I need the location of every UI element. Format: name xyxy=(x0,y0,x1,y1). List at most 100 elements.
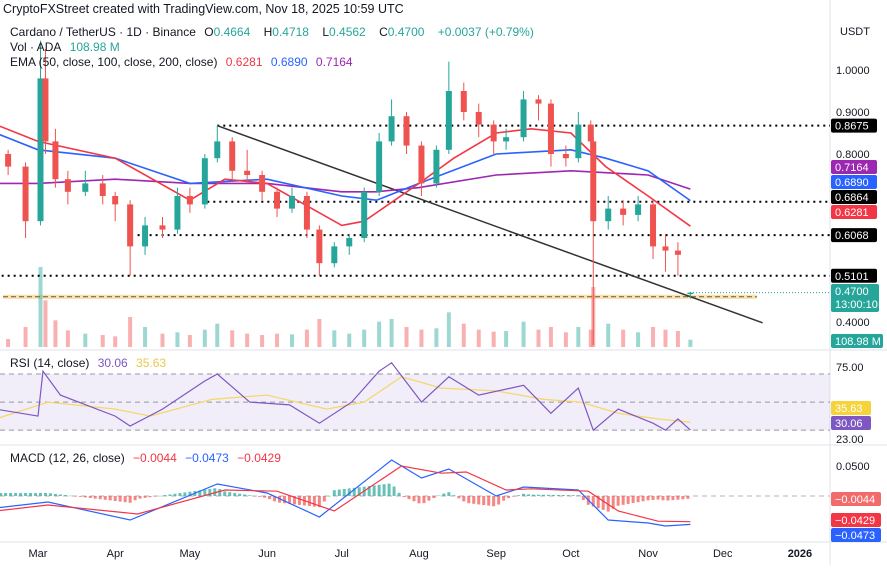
candle xyxy=(229,141,236,171)
macd-histogram-bar xyxy=(248,495,252,496)
level-tag-0.6068: 0.6068 xyxy=(831,228,877,243)
level-tag-0.6864: 0.6864 xyxy=(831,190,877,204)
volume-label[interactable]: Vol · ADA xyxy=(10,40,62,54)
macd-histogram-bar xyxy=(472,496,476,504)
level-tag-0.8675-bg xyxy=(831,118,877,133)
macd-histogram-bar xyxy=(312,496,316,507)
symbol-legend: Cardano / TetherUS · 1D · Binance O0.466… xyxy=(10,25,534,39)
volume-bar xyxy=(548,327,553,347)
macd-histogram-bar xyxy=(402,496,406,498)
volume-bar xyxy=(419,329,424,347)
macd-histogram-bar xyxy=(626,496,630,504)
candle xyxy=(331,246,338,264)
candle xyxy=(259,175,266,192)
macd-histogram-bar xyxy=(457,496,461,499)
macd-histogram-bar xyxy=(656,496,660,500)
candle xyxy=(687,292,694,295)
volume-bar xyxy=(6,339,11,347)
volume-bar xyxy=(636,332,641,347)
macd-histogram-bar xyxy=(58,494,62,496)
macd-histogram-bar xyxy=(546,494,550,496)
rsi-legend: RSI (14, close) 30.06 35.63 xyxy=(10,356,171,370)
macd-histogram-bar xyxy=(138,496,142,499)
macd-histogram-bar xyxy=(452,495,456,496)
macd-histogram-bar xyxy=(541,494,545,496)
macd-histogram-bar xyxy=(243,494,247,496)
ema50-value: 0.6281 xyxy=(225,55,263,69)
macd-line xyxy=(0,459,691,527)
macd-histogram-bar xyxy=(417,496,421,504)
macd-signal-value: −0.0429 xyxy=(237,451,281,465)
macd-histogram-bar xyxy=(123,496,127,503)
volume-bar xyxy=(289,334,294,347)
macd-label[interactable]: MACD (12, 26, close) xyxy=(10,451,125,465)
level-tag-0.6068-bg xyxy=(831,228,877,243)
currency-button[interactable]: USDT xyxy=(840,26,870,38)
macd-histogram-bar xyxy=(422,496,426,504)
price-axis-tick: 1.0000 xyxy=(836,65,870,77)
macd-histogram-bar xyxy=(38,493,42,496)
macd-histogram-bar xyxy=(407,496,411,500)
macd-histogram-bar xyxy=(228,492,232,496)
macd-signal-tag-text: −0.0429 xyxy=(835,515,875,527)
level-tag-0.8675: 0.8675 xyxy=(831,118,877,133)
candle xyxy=(662,246,669,251)
chart-credit: CryptoFXStreet created with TradingView.… xyxy=(3,2,404,16)
macd-tag: −0.0473 xyxy=(831,528,881,542)
macd-legend: MACD (12, 26, close) −0.0044 −0.0473 −0.… xyxy=(10,451,286,465)
ema100-tag: 0.6890 xyxy=(831,175,877,189)
level-tag-0.6864-text: 0.6864 xyxy=(835,192,869,204)
macd-histogram-bar xyxy=(556,494,560,496)
rsi-ma-tag-bg xyxy=(831,401,871,415)
candle xyxy=(562,154,569,159)
symbol-name[interactable]: Cardano / TetherUS · 1D · Binance xyxy=(10,25,196,39)
volume-bar xyxy=(128,317,133,347)
macd-hist-tag-text: −0.0044 xyxy=(835,494,875,506)
ema-label[interactable]: EMA (50, close, 100, close, 200, close) xyxy=(10,55,218,69)
ema100-tag-text: 0.6890 xyxy=(835,177,869,189)
macd-histogram-bar xyxy=(83,496,87,498)
rsi-tag: 30.06 xyxy=(831,416,871,430)
macd-histogram-bar xyxy=(19,493,23,496)
volume-bar xyxy=(215,323,220,347)
candle xyxy=(535,99,542,104)
macd-histogram-bar xyxy=(532,494,536,496)
macd-signal-tag: −0.0429 xyxy=(831,513,881,527)
rsi-line xyxy=(0,361,691,432)
macd-histogram-bar xyxy=(337,489,341,496)
level-tag-0.5101: 0.5101 xyxy=(831,268,877,283)
rsi-label[interactable]: RSI (14, close) xyxy=(10,356,90,370)
volume-bar xyxy=(202,329,207,347)
candle xyxy=(475,112,482,125)
volume-bar xyxy=(504,331,509,347)
volume-bar xyxy=(38,267,43,347)
macd-histogram-bar xyxy=(671,496,675,501)
macd-histogram-bar xyxy=(591,496,595,507)
macd-histogram-bar xyxy=(666,496,670,501)
ema200-tag-text: 0.7164 xyxy=(835,162,869,174)
macd-histogram-bar xyxy=(616,496,620,506)
candle xyxy=(288,196,295,209)
volume-bar xyxy=(461,323,466,347)
macd-histogram-bar xyxy=(168,494,172,496)
macd-histogram-bar xyxy=(118,496,122,502)
macd-histogram-bar xyxy=(258,496,262,497)
price-axis-tick: 0.9000 xyxy=(836,107,870,119)
time-axis-tick: Jun xyxy=(258,548,276,560)
volume-bar xyxy=(332,330,337,347)
macd-histogram-bar xyxy=(198,490,202,496)
macd-histogram-bar xyxy=(173,493,177,496)
rsi-ma-line xyxy=(0,376,691,423)
macd-histogram-bar xyxy=(527,494,531,496)
macd-histogram-bar xyxy=(73,496,77,497)
candle xyxy=(186,196,193,205)
candle xyxy=(159,225,166,230)
volume-bar xyxy=(651,327,656,347)
volume-bar xyxy=(275,333,280,347)
macd-histogram-bar xyxy=(307,496,311,507)
macd-histogram-bar xyxy=(273,496,277,502)
last-price-tag-bg xyxy=(831,284,879,312)
time-axis-tick: Nov xyxy=(638,548,658,560)
volume-bar xyxy=(521,321,526,347)
